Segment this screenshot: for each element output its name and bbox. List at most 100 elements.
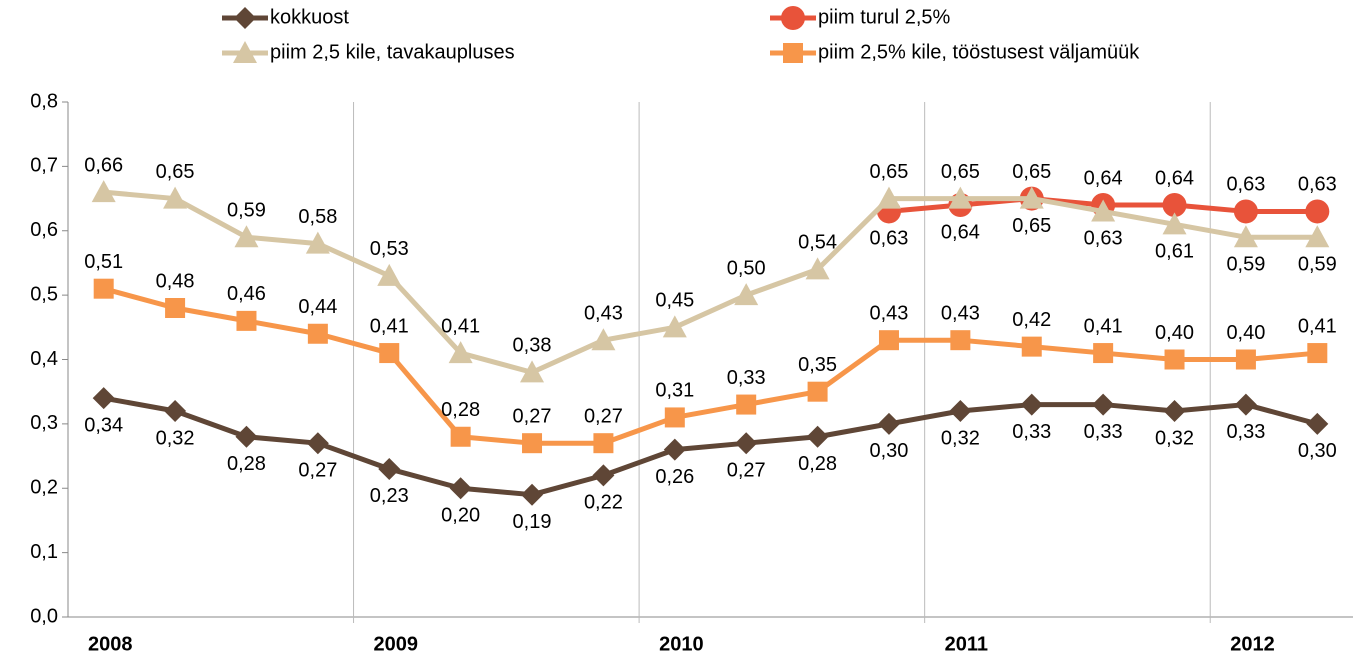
data-point [591, 328, 616, 351]
x-tick-label: 2012 [1230, 633, 1275, 655]
value-label: 0,61 [1155, 241, 1194, 263]
x-tick-label: 2011 [945, 633, 988, 655]
value-label: 0,65 [1012, 161, 1051, 183]
value-label: 0,63 [1084, 228, 1123, 250]
data-point [521, 483, 544, 506]
data-point [1020, 393, 1043, 416]
data-point [305, 231, 330, 254]
value-label: 0,45 [655, 290, 694, 312]
data-point [1235, 349, 1256, 370]
data-point [1307, 343, 1328, 364]
value-label: 0,59 [1298, 253, 1337, 275]
value-label: 0,64 [1155, 167, 1194, 189]
value-label: 0,30 [870, 440, 909, 462]
data-point [450, 426, 471, 447]
series-line [103, 395, 1318, 498]
value-label: 0,33 [727, 367, 766, 389]
data-point [379, 343, 400, 364]
value-label: 0,64 [941, 221, 980, 243]
data-point [735, 432, 758, 455]
value-label: 0,65 [1012, 215, 1051, 237]
legend-label: piim turul 2,5% [818, 6, 950, 28]
data-point [236, 310, 257, 331]
data-point [448, 341, 473, 364]
value-label: 0,27 [298, 459, 337, 481]
x-tick-label: 2008 [88, 633, 133, 655]
data-point [1305, 199, 1330, 224]
value-label: 0,40 [1226, 322, 1265, 344]
series-line [103, 286, 1318, 446]
data-point [1164, 349, 1185, 370]
value-label: 0,41 [441, 315, 480, 337]
value-label: 0,50 [727, 257, 766, 279]
data-point [1162, 193, 1187, 217]
data-point [235, 425, 258, 448]
value-label: 0,63 [1226, 174, 1265, 196]
y-tick-label: 0,5 [30, 283, 58, 305]
value-label: 0,59 [1226, 253, 1265, 275]
y-tick-label: 0,3 [30, 412, 58, 434]
value-label: 0,27 [513, 405, 552, 427]
value-label: 0,32 [1155, 427, 1194, 449]
data-point [734, 283, 759, 306]
value-label: 0,28 [441, 399, 480, 421]
x-tick-label: 2010 [659, 633, 704, 655]
value-label: 0,22 [584, 492, 623, 514]
data-point [1305, 225, 1330, 248]
value-label: 0,32 [941, 427, 980, 449]
data-point [1091, 199, 1116, 222]
data-point [663, 438, 686, 461]
legend-marker [783, 43, 803, 63]
value-label: 0,20 [441, 505, 480, 527]
data-point [164, 400, 187, 422]
value-label: 0,63 [1298, 174, 1337, 196]
value-label: 0,66 [84, 154, 123, 176]
data-point [806, 425, 829, 448]
data-point [91, 180, 116, 203]
data-point [1234, 393, 1257, 416]
value-label: 0,53 [370, 238, 409, 260]
y-tick-label: 0,4 [30, 348, 58, 370]
legend-label: piim 2,5% kile, tööstusest väljamüük [818, 41, 1140, 63]
data-point [664, 407, 685, 428]
y-tick-label: 0,2 [30, 477, 58, 499]
value-label: 0,32 [156, 427, 195, 449]
value-label: 0,41 [370, 315, 409, 337]
data-point [662, 315, 687, 338]
value-label: 0,46 [227, 283, 266, 305]
legend-label: kokkuost [270, 6, 349, 28]
data-point [948, 186, 973, 209]
legend-marker [781, 6, 805, 30]
data-point [377, 263, 402, 286]
data-point [306, 432, 329, 455]
value-label: 0,33 [1226, 421, 1265, 443]
value-label: 0,27 [727, 459, 766, 481]
value-label: 0,65 [870, 161, 909, 183]
data-point [877, 412, 900, 435]
value-label: 0,26 [655, 466, 694, 488]
data-point [378, 457, 401, 480]
y-tick-label: 0,7 [30, 155, 58, 177]
data-point [165, 298, 186, 318]
value-label: 0,65 [941, 161, 980, 183]
value-label: 0,19 [513, 511, 552, 533]
data-point [593, 433, 614, 454]
value-label: 0,28 [227, 453, 266, 475]
value-label: 0,43 [870, 302, 909, 324]
data-point [1092, 393, 1115, 416]
data-point [1233, 199, 1258, 224]
value-label: 0,58 [298, 206, 337, 228]
value-label: 0,48 [156, 270, 195, 292]
legend-marker [234, 7, 256, 29]
data-point [876, 186, 901, 209]
data-point [1233, 225, 1258, 248]
y-tick-label: 0,8 [30, 90, 58, 112]
value-label: 0,43 [941, 302, 980, 324]
value-label: 0,54 [798, 232, 837, 254]
data-point [950, 330, 971, 351]
value-label: 0,41 [1298, 315, 1337, 337]
value-label: 0,31 [655, 380, 694, 402]
y-tick-label: 0,6 [30, 219, 58, 241]
value-label: 0,65 [156, 161, 195, 183]
